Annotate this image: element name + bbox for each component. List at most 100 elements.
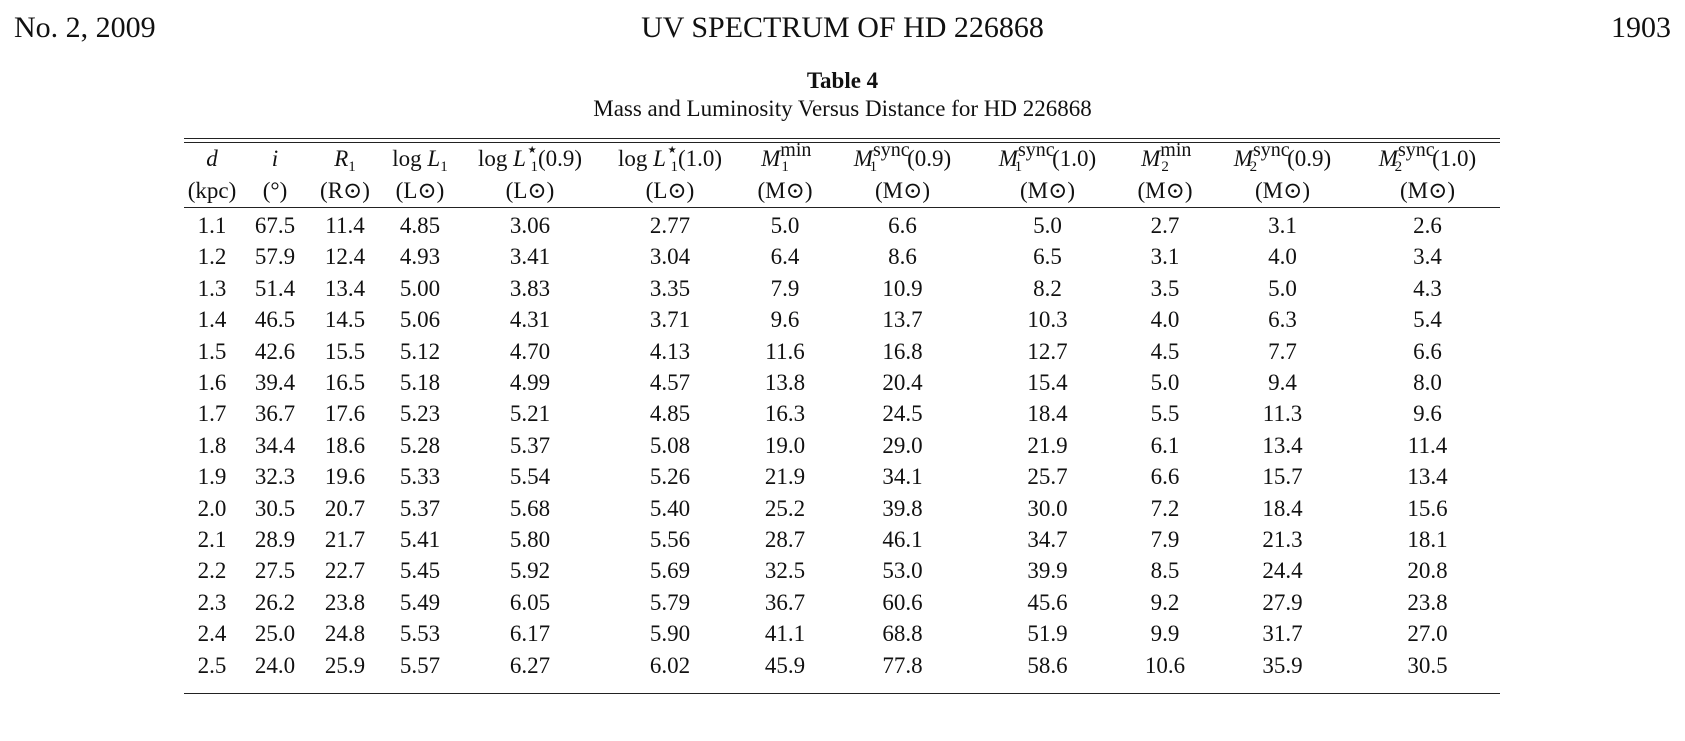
- header-symbol: M: [1233, 146, 1253, 171]
- header-argument: (0.9): [1287, 146, 1332, 171]
- header-symbol: R: [334, 146, 349, 171]
- table-cell: 1.8: [197, 432, 227, 458]
- header-symbol: i: [271, 146, 279, 171]
- table-cell: 17.6: [324, 401, 366, 427]
- table-cell: 5.26: [649, 464, 691, 490]
- header-symbol: L: [653, 146, 666, 171]
- table-cell: 8.0: [1413, 370, 1442, 396]
- table-row: 2.4 25.0 24.8 5.53 6.17 5.90 41.1 68.8 51.9 9.9 31…: [184, 618, 1500, 649]
- header-prefix: log: [617, 146, 654, 171]
- table-cell: 5.80: [509, 527, 551, 553]
- header-subscript: 1: [530, 159, 538, 175]
- table-cell: 21.3: [1262, 527, 1303, 553]
- table-cell: 5.00: [399, 275, 441, 301]
- table-row: 1.5 42.6 15.5 5.12 4.70 4.13 11.6 16.8 12.7 4.5 7.…: [184, 336, 1500, 367]
- header-subscript: 1: [869, 159, 878, 175]
- table-cell: 7.9: [770, 275, 800, 301]
- table-cell: 16.8: [882, 338, 923, 364]
- table-row: 2.3 26.2 23.8 5.49 6.05 5.79 36.7 60.6 45.6 9.2 27…: [184, 587, 1500, 618]
- table-cell: 13.8: [764, 370, 806, 396]
- column-unit-9: (M⊙): [1120, 175, 1210, 208]
- table-cell: 53.0: [882, 558, 923, 584]
- header-symbol: d: [206, 146, 218, 171]
- header-subscript: 2: [1249, 159, 1258, 175]
- table-cell: 8.5: [1150, 558, 1180, 584]
- header-symbol: M: [1378, 146, 1398, 171]
- table-cell: 35.9: [1262, 652, 1303, 678]
- table-cell: 4.13: [649, 338, 691, 364]
- column-unit-1: (°): [240, 175, 310, 208]
- table-cell: 9.6: [1413, 401, 1442, 427]
- column-header-5: log L⋆1(1.0): [600, 140, 740, 175]
- table-cell: 4.31: [509, 307, 551, 333]
- table-cell: 6.6: [888, 213, 917, 238]
- table-cell: 29.0: [882, 432, 923, 458]
- table-cell: 2.2: [197, 558, 227, 584]
- table-row: 2.0 30.5 20.7 5.37 5.68 5.40 25.2 39.8 30.0 7.2 18…: [184, 493, 1500, 524]
- table-cell: 4.3: [1413, 275, 1442, 301]
- table-cell: 5.79: [649, 589, 691, 615]
- header-subscript: 1: [348, 159, 356, 175]
- table-cell: 6.5: [1033, 244, 1062, 270]
- header-argument: (1.0): [1432, 146, 1477, 171]
- table-cell: 5.49: [399, 589, 441, 615]
- table-cell: 12.4: [324, 244, 366, 270]
- table-cell: 24.8: [324, 621, 366, 647]
- table-cell: 6.02: [649, 652, 691, 678]
- table-cell: 67.5: [254, 213, 296, 238]
- table-cell: 10.3: [1027, 307, 1068, 333]
- table-cell: 5.23: [399, 401, 441, 427]
- table-cell: 30.5: [1407, 652, 1448, 678]
- header-superscript: ⋆: [525, 139, 539, 161]
- header-prefix: log: [477, 146, 514, 171]
- header-argument: (1.0): [1052, 146, 1097, 171]
- table-label: Table 4: [806, 68, 879, 93]
- table-cell: 25.2: [764, 495, 806, 521]
- table-cell: 5.53: [399, 621, 441, 647]
- table-body: 1.1 67.5 11.4 4.85 3.06 2.77 5.0 6.6 5.0 2.7 3.1 2.…: [184, 208, 1500, 682]
- table-cell: 20.8: [1407, 558, 1448, 584]
- running-head: No. 2, 2009 UV SPECTRUM OF HD 226868 190…: [14, 8, 1671, 48]
- table-cell: 24.0: [254, 652, 296, 678]
- header-subscript: 2: [1394, 159, 1403, 175]
- table-cell: 31.7: [1262, 621, 1303, 647]
- table-cell: 3.06: [509, 213, 551, 238]
- table-cell: 5.06: [399, 307, 441, 333]
- table-cell: 3.1: [1268, 213, 1297, 238]
- column-header-9: Mmin2: [1120, 140, 1210, 175]
- column-unit-0: (kpc): [184, 175, 240, 208]
- table-cell: 26.2: [254, 589, 296, 615]
- table-top-rule: [184, 138, 1500, 143]
- table-cell: 3.35: [649, 275, 691, 301]
- table-cell: 25.9: [324, 652, 366, 678]
- table-cell: 6.1: [1150, 432, 1180, 458]
- column-header-3: log L1: [380, 143, 460, 175]
- header-superscript: ⋆: [665, 139, 679, 161]
- table-row: 1.4 46.5 14.5 5.06 4.31 3.71 9.6 13.7 10.3 4.0 6.3…: [184, 304, 1500, 335]
- table-cell: 20.7: [324, 495, 366, 521]
- table-row: 2.5 24.0 25.9 5.57 6.27 6.02 45.9 77.8 58.6 10.6 3…: [184, 650, 1500, 681]
- table-cell: 21.9: [764, 464, 806, 490]
- table-bottom-rule: [184, 693, 1500, 695]
- table-cell: 25.7: [1027, 464, 1068, 490]
- table-cell: 11.6: [765, 338, 805, 364]
- table-cell: 2.77: [649, 213, 691, 238]
- table-cell: 34.4: [254, 432, 296, 458]
- table-cell: 2.4: [197, 621, 227, 647]
- table-cell: 58.6: [1027, 652, 1068, 678]
- table-cell: 9.6: [770, 307, 800, 333]
- column-header-11: Msync2 (1.0): [1355, 140, 1500, 175]
- table-cell: 4.85: [649, 401, 691, 427]
- table-cell: 25.0: [254, 621, 296, 647]
- table-cell: 30.0: [1027, 495, 1068, 521]
- table-cell: 13.4: [1262, 432, 1303, 458]
- table-cell: 7.2: [1150, 495, 1180, 521]
- table-cell: 5.08: [649, 432, 691, 458]
- column-unit-10: (M⊙): [1210, 175, 1355, 208]
- table-cell: 4.5: [1150, 338, 1180, 364]
- page-number: 1903: [1611, 11, 1671, 44]
- table-cell: 5.37: [399, 495, 441, 521]
- table-cell: 21.9: [1027, 432, 1068, 458]
- column-header-2: R1: [310, 143, 380, 175]
- table-cell: 28.7: [764, 527, 806, 553]
